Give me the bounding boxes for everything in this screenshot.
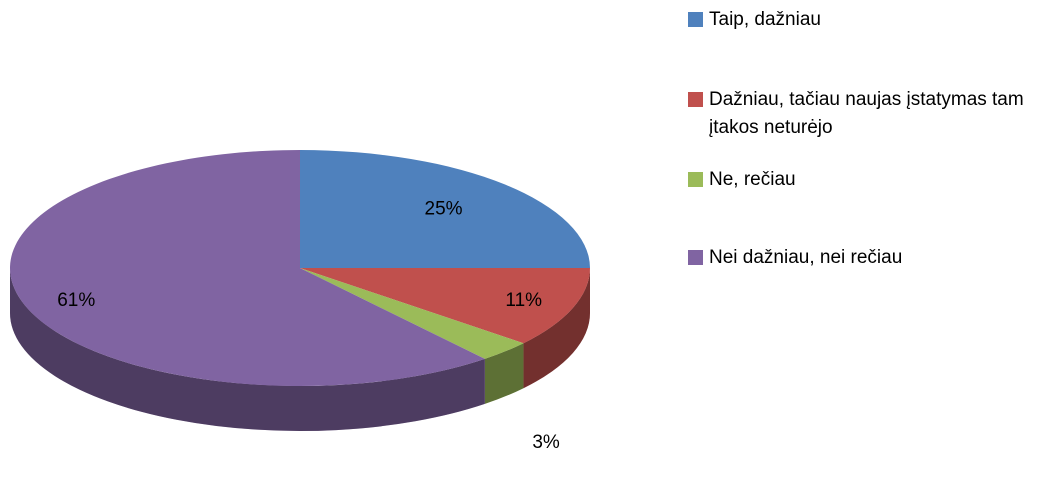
legend-item: Taip, dažniau [688,6,1029,34]
data-label: 3% [532,432,560,453]
legend-label: Ne, rečiau [709,169,796,190]
slice-side [523,268,590,389]
legend-label: Taip, dažniau [709,9,821,30]
slice [300,268,524,359]
slice [300,150,590,268]
legend-swatch [688,250,703,265]
legend-item: Ne, rečiau [688,166,1029,194]
legend-label: Nei dažniau, nei rečiau [709,247,903,268]
legend-item: Nei dažniau, nei rečiau [688,244,1029,272]
slice-side [484,343,524,404]
legend-item: Dažniau, tačiau naujas įstatymas tam įta… [688,86,1029,142]
slice-side-shade [10,268,485,431]
slice-side-shade [484,343,524,404]
data-label: 11% [505,290,542,311]
legend-label: Dažniau, tačiau naujas įstatymas tam įta… [709,89,1024,138]
slice [9,150,485,387]
legend-swatch [688,92,703,107]
slice [300,268,590,344]
legend-swatch [688,12,703,27]
data-label: 25% [425,199,463,220]
slice-side-shade [523,268,590,389]
data-label: 61% [57,290,95,311]
legend-swatch [688,172,703,187]
slice-side [10,268,485,431]
